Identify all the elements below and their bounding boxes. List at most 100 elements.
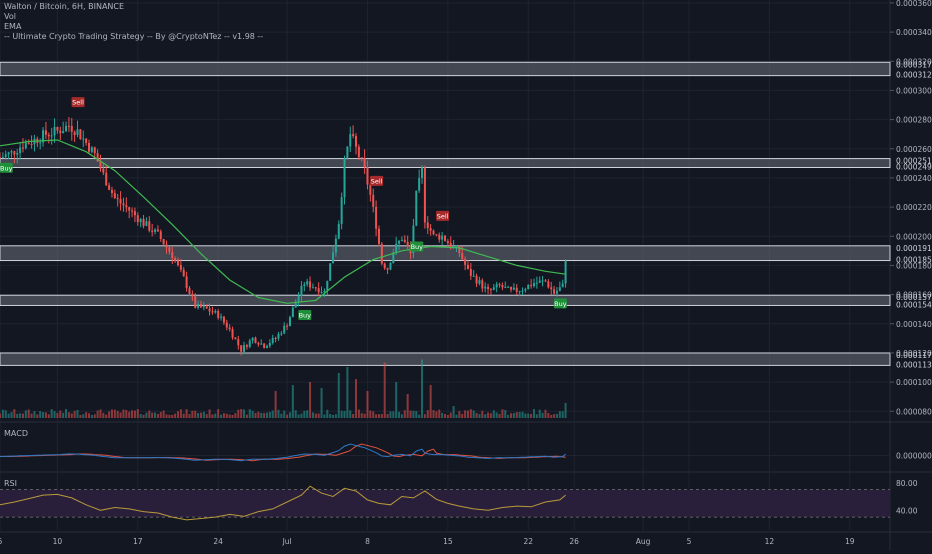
candle-body [504,287,507,289]
volume-bar [484,414,487,418]
volume-bar [423,414,426,418]
candle-body [225,322,228,328]
chart-legend: Walton / Bitcoin, 6H, BINANCE Vol EMA --… [4,2,263,42]
volume-bar [30,413,33,418]
volume-bar [527,413,530,418]
candle-body [122,203,125,206]
candle-body [286,325,289,327]
candle-body [492,287,495,290]
candle-body [240,345,243,352]
volume-bar [363,413,366,418]
volume-bar [375,414,378,418]
volume-bar [314,413,317,418]
price-tick-label: 0.00016000 [896,291,932,300]
volume-bar [280,413,283,418]
candle-body [271,337,274,344]
volume-bar [234,413,237,418]
candle-body [320,292,323,294]
candle-body [446,240,449,243]
volume-bar [512,413,515,418]
volume-bar [360,413,363,418]
candle-body [541,280,544,282]
time-tick-label: 8 [365,537,370,546]
volume-bar [257,411,260,418]
volume-bar [564,403,567,418]
macd-label: MACD [4,429,28,438]
volume-bar [131,410,134,418]
candle-body [561,283,564,288]
candle-body [553,289,556,294]
volume-bar [271,410,274,418]
volume-bar [498,413,501,418]
volume-bar [446,414,449,418]
price-axis: 0.00036000 0.00034000 0.00032000 0.00030000… [890,0,932,416]
candle-body [128,207,131,211]
rsi-pane: 80.00 40.00 [0,479,918,521]
volume-bar [248,409,251,418]
candle-body [4,154,7,158]
candle-body [142,219,145,226]
candle-body [512,287,515,290]
candle-body [254,337,257,343]
candle-body [211,311,214,313]
volume-bar [133,410,136,418]
candle-body [357,146,360,158]
price-tick-label: 0.00032000 [896,57,932,66]
time-axis: 5 10 17 24 Jul 8 15 22 26 Aug 5 12 19 [0,537,855,546]
volume-bar [165,414,168,418]
volume-bar [294,410,297,418]
candle-body [182,269,185,277]
volume-bar [538,409,541,418]
candle-body [42,130,45,143]
candle-body [125,205,128,208]
candle-body [39,142,42,144]
volume-bar [90,414,93,418]
volume-bar [332,414,335,418]
volume-bar [495,412,498,418]
volume-bar [16,413,19,418]
support-resistance-zones [0,61,891,366]
volume-bar [558,411,561,418]
volume-bar [395,382,398,418]
volume-bar [228,414,231,418]
rsi-band [0,489,890,518]
volume-bar [237,409,240,418]
volume-bar [521,411,524,418]
candle-body [116,198,119,200]
candle-body [372,194,375,207]
volume-bar [438,409,441,418]
volume-bar [469,409,472,418]
candle-body [400,239,403,241]
zone-band [0,245,891,262]
volume-bar [550,414,553,418]
candle-body [297,296,300,303]
candle-body [245,345,248,347]
candle-body [108,185,111,190]
buy-signal-label: Buy [411,243,424,251]
time-tick-label: 24 [213,537,223,546]
candle-body [558,287,561,291]
volume-bar [283,410,286,418]
candle-body [326,280,329,291]
candle-body [70,125,73,132]
volume-bar [188,414,191,418]
volume-bar [176,411,180,418]
volume-bar [349,410,352,418]
candle-body [263,343,266,348]
zone-high-label: 0.00031724 [896,60,932,69]
time-tick-label: Jul [282,537,292,546]
candle-body [314,287,317,289]
sell-signal-label: Sell [371,177,383,185]
volume-bar [329,413,332,418]
candle-body [441,235,444,240]
macd-axis-label: 0.00000000 [896,452,932,461]
volume-bar [151,412,154,418]
volume-bar [197,412,200,418]
sell-signal-box [436,210,450,221]
volume-bar [185,409,188,418]
candle-body [21,147,24,149]
candle-body [105,172,108,186]
candle-body [73,131,76,135]
